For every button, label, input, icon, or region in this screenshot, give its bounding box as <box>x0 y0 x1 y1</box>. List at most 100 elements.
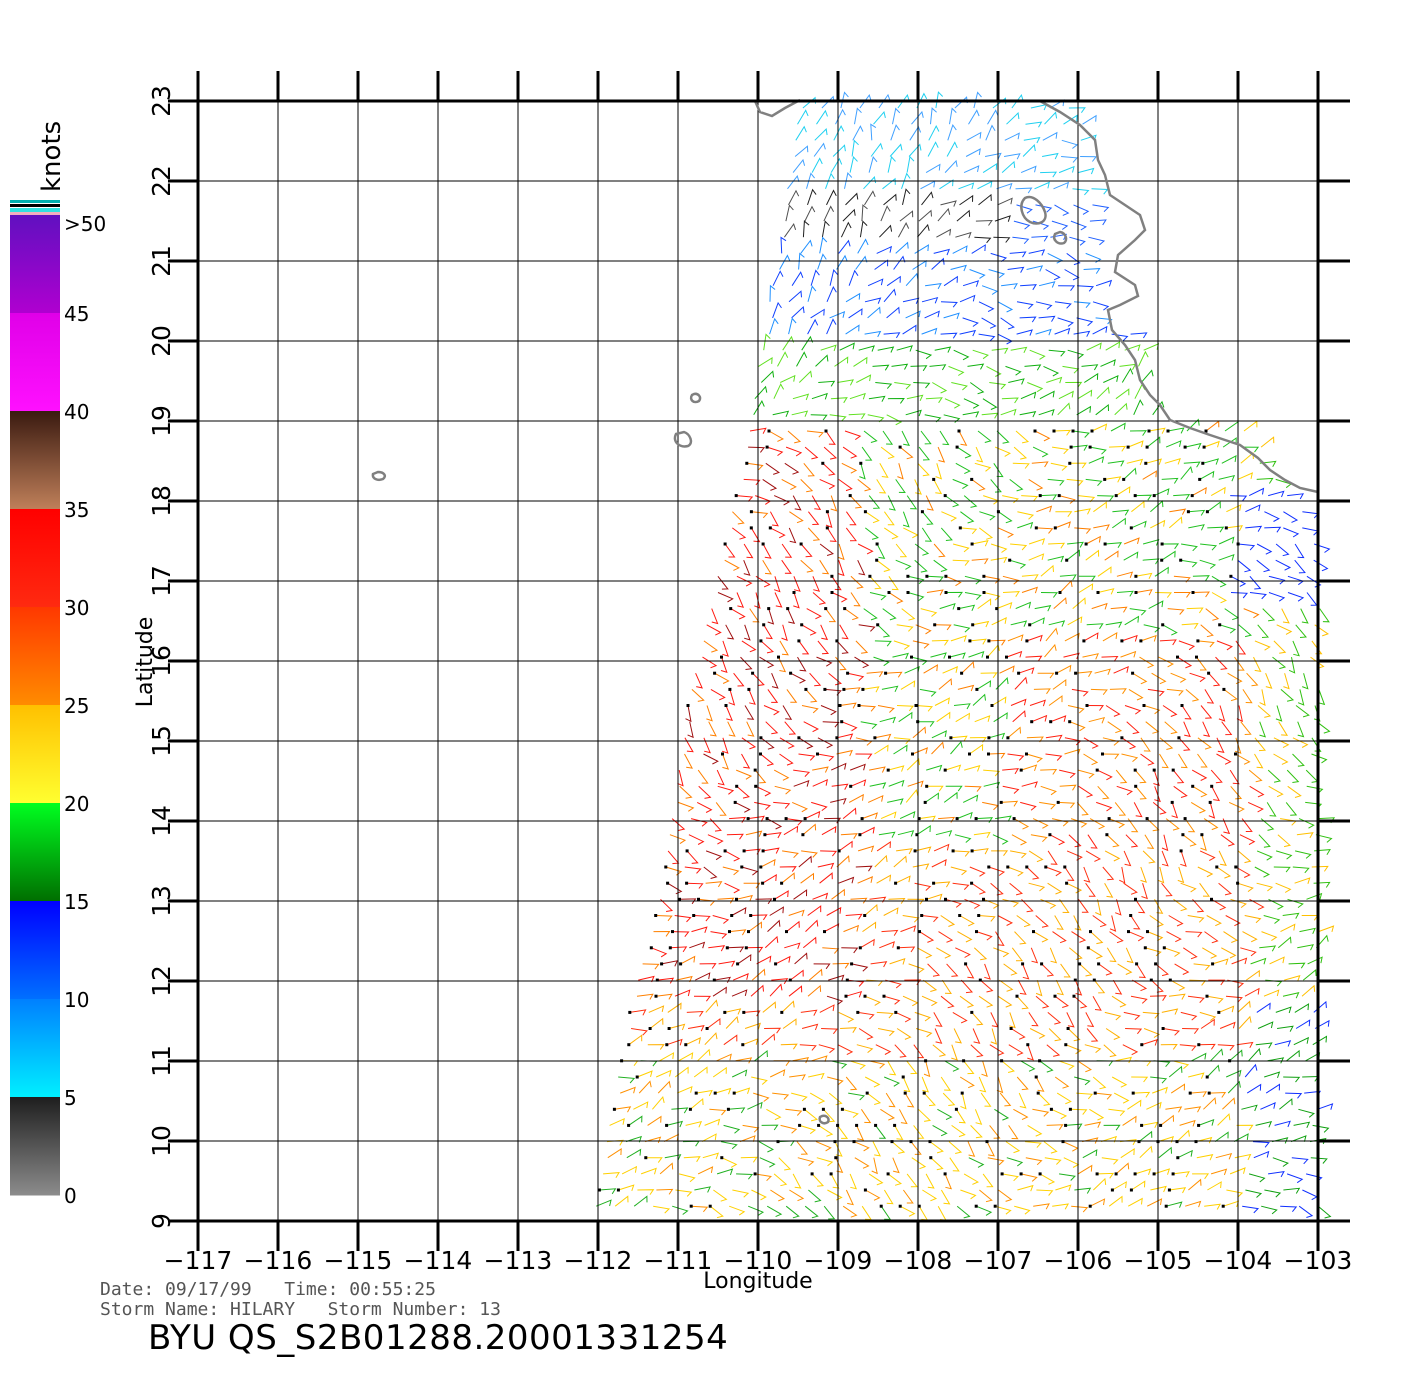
wind-barb <box>996 182 1013 190</box>
wind-barb <box>1199 850 1216 862</box>
rain-flag <box>1025 865 1029 869</box>
wind-barb <box>720 1141 738 1150</box>
wind-barb <box>1203 440 1220 448</box>
wind-barb <box>667 1002 682 1013</box>
rain-flag <box>1120 639 1124 643</box>
wind-barb <box>914 244 929 254</box>
rain-flag <box>1088 445 1092 449</box>
rain-flag <box>1005 655 1008 659</box>
lon-tick-label: −112 <box>564 1246 633 1275</box>
wind-barb <box>963 1173 979 1185</box>
wind-barb <box>841 721 858 732</box>
wind-barb <box>841 462 858 474</box>
wind-barb <box>859 826 875 836</box>
wind-barb <box>1052 446 1069 455</box>
wind-barb <box>763 705 780 716</box>
rain-flag <box>1008 558 1012 562</box>
wind-barb <box>1134 1060 1152 1067</box>
wind-barb <box>763 333 771 351</box>
wind-barb <box>976 680 992 690</box>
wind-barb <box>1272 656 1287 670</box>
colorbar-tick-label: 35 <box>64 498 89 522</box>
rain-flag <box>986 655 989 659</box>
wind-barb <box>1259 689 1266 706</box>
wind-barb <box>996 1076 1004 1094</box>
wind-barb <box>674 989 691 997</box>
wind-barb <box>931 730 947 739</box>
wind-barb <box>1287 785 1302 798</box>
longitude-tick-labels: −117 −116 −115 −114 −113 −112 −111 −110 −109 −108… <box>164 1246 1353 1275</box>
wind-barb <box>1022 963 1030 980</box>
wind-barb <box>870 961 888 968</box>
wind-barb <box>1084 1044 1102 1053</box>
wind-barb <box>792 801 808 813</box>
wind-barb <box>997 995 1013 1008</box>
wind-barb <box>822 947 840 954</box>
wind-barb <box>749 427 767 434</box>
wind-barb <box>1285 802 1298 816</box>
wind-barb <box>1129 608 1147 616</box>
wind-barb <box>940 1189 951 1205</box>
wind-barb <box>1055 511 1073 517</box>
rain-flag <box>944 574 948 578</box>
wind-barb <box>938 678 952 690</box>
wind-barb <box>934 697 950 706</box>
wind-barb <box>1089 1108 1105 1121</box>
wind-barb <box>760 753 775 767</box>
wind-barb <box>1306 785 1324 794</box>
wind-barb <box>1162 624 1178 636</box>
rain-flag <box>1191 591 1195 594</box>
wind-barb <box>818 1124 834 1137</box>
wind-barb <box>781 624 788 642</box>
wind-barb <box>1222 1097 1236 1110</box>
wind-barb <box>896 848 913 855</box>
wind-barb <box>1047 252 1064 264</box>
wind-barb <box>1221 455 1237 464</box>
wind-barb <box>1054 1076 1070 1089</box>
wind-barb <box>1178 753 1188 769</box>
lat-tick-label: 13 <box>147 885 176 917</box>
wind-barb <box>1185 689 1200 702</box>
wind-barb <box>1029 699 1046 707</box>
rain-flag <box>846 671 850 675</box>
wind-barb <box>1172 1060 1190 1069</box>
wind-barb <box>1032 446 1049 458</box>
wind-barb <box>983 781 1001 789</box>
wind-barb <box>607 1148 622 1159</box>
wind-barb <box>736 575 753 587</box>
wind-barb <box>1166 931 1182 943</box>
wind-barb <box>1210 1048 1224 1062</box>
wind-barb <box>821 220 830 238</box>
wind-barb <box>843 924 860 933</box>
rain-flag <box>612 1107 616 1111</box>
wind-barb <box>1140 369 1154 383</box>
wind-barb <box>978 915 996 922</box>
wind-barb <box>869 575 882 590</box>
wind-barb <box>962 411 980 418</box>
wind-barb <box>1286 1173 1304 1184</box>
rain-flag <box>767 607 771 611</box>
wind-barb <box>915 1028 933 1038</box>
lon-tick-label: −115 <box>324 1246 393 1275</box>
wind-barb <box>1020 284 1037 291</box>
wind-barb <box>724 1008 742 1015</box>
rain-flag <box>1152 768 1156 772</box>
rain-flag <box>1229 574 1233 578</box>
wind-barb <box>931 257 945 270</box>
wind-barb <box>1059 1173 1076 1181</box>
wind-barb <box>980 1092 992 1107</box>
wind-barb <box>724 850 741 862</box>
wind-barb <box>704 1118 721 1126</box>
wind-barb <box>657 1080 671 1094</box>
wind-barb <box>919 815 936 822</box>
wind-barb <box>921 327 938 335</box>
wind-barb <box>1066 549 1081 561</box>
wind-barb <box>1257 624 1270 638</box>
wind-barb <box>958 604 976 611</box>
wind-barb <box>893 640 911 650</box>
wind-barb <box>1256 559 1271 573</box>
wind-barb <box>1050 715 1067 723</box>
wind-barb <box>914 479 922 495</box>
wind-barb <box>1284 975 1301 982</box>
wind-barb <box>1298 1205 1314 1218</box>
